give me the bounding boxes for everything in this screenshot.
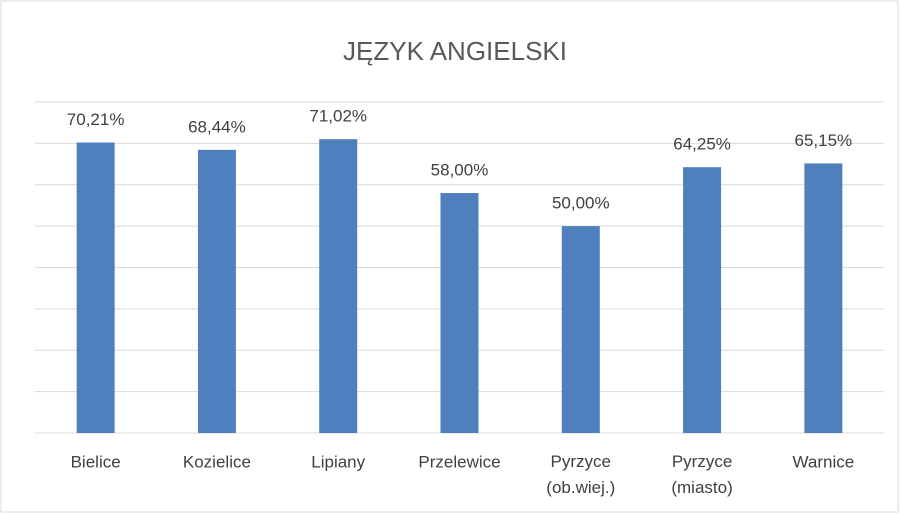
x-tick-label: Pyrzyce (miasto) xyxy=(671,452,732,497)
x-tick-label: Warnice xyxy=(792,452,854,471)
bar xyxy=(440,193,479,433)
chart-title: JĘZYK ANGIELSKI xyxy=(343,36,567,66)
bar xyxy=(76,142,115,434)
bar xyxy=(683,167,722,433)
bar xyxy=(319,139,358,433)
data-label: 71,02% xyxy=(309,107,367,126)
x-tick-label: Bielice xyxy=(71,452,121,471)
data-label: 65,15% xyxy=(795,131,853,150)
x-tick-label: Kozielice xyxy=(183,452,251,471)
x-tick-label: Przelewice xyxy=(418,452,500,471)
data-label: 64,25% xyxy=(673,135,731,154)
bar xyxy=(804,163,843,433)
data-label: 70,21% xyxy=(67,110,125,129)
bar xyxy=(561,226,600,433)
x-tick-label: Lipiany xyxy=(311,452,365,471)
bar xyxy=(197,149,236,433)
data-label: 58,00% xyxy=(431,161,489,180)
x-tick-label: Pyrzyce (ob.wiej.) xyxy=(546,452,615,497)
data-label: 68,44% xyxy=(188,117,246,136)
data-label: 50,00% xyxy=(552,194,610,213)
